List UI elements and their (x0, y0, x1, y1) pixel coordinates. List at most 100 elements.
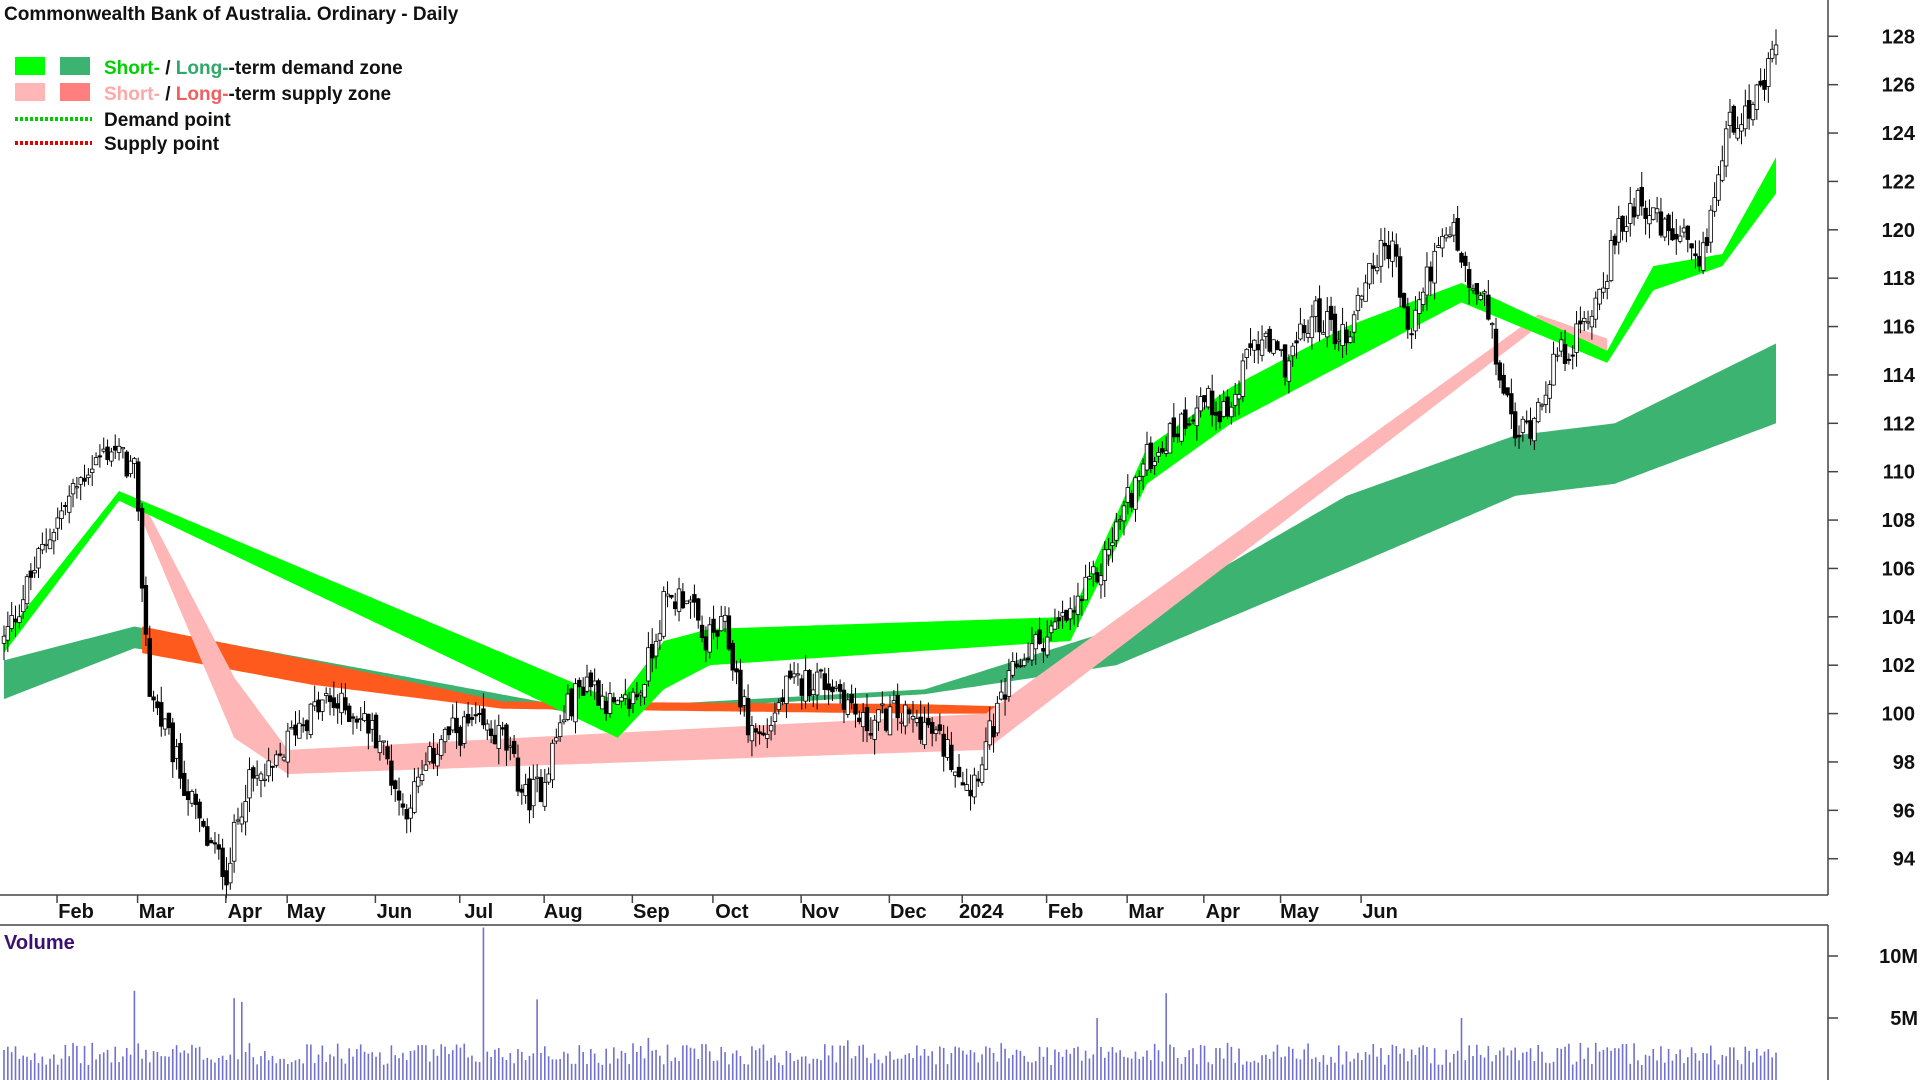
candle-body (316, 699, 321, 713)
candle-body (208, 840, 214, 844)
candle-body (358, 717, 363, 720)
candle-body (1045, 636, 1050, 656)
candle-body (1731, 105, 1737, 133)
candle-body (439, 739, 444, 756)
y-tick-label: 118 (1883, 268, 1915, 290)
candle-body (814, 671, 820, 696)
candle-body (1263, 332, 1269, 337)
candle-body (174, 746, 179, 759)
candle-body (1064, 609, 1069, 621)
candle-body (1006, 670, 1012, 697)
candle-body (243, 801, 248, 823)
candle-body (941, 733, 946, 757)
candle-body (323, 693, 329, 696)
candle-body (231, 821, 237, 862)
candle-body (1340, 324, 1345, 347)
candle-body (1025, 658, 1031, 661)
candle-body (1267, 328, 1272, 352)
candle-body (1041, 648, 1046, 652)
candle-body (458, 726, 463, 746)
candle-body (1355, 294, 1361, 312)
candle-body (500, 727, 505, 730)
candle-body (216, 844, 221, 850)
candle-body (887, 706, 893, 736)
candle-body (1190, 419, 1196, 422)
candle-body (97, 455, 103, 458)
candle-body (465, 713, 471, 724)
candle-body (1098, 575, 1104, 586)
x-tick-label: Sep (633, 901, 670, 923)
candle-body (1259, 339, 1265, 356)
candle-body (1198, 396, 1203, 412)
candle-body (968, 789, 973, 797)
candle-body (933, 729, 939, 734)
candle-body (1443, 234, 1449, 239)
candle-body (235, 819, 241, 822)
candle-body (1428, 266, 1434, 282)
candle-body (1723, 128, 1729, 167)
candle-body (1420, 291, 1426, 305)
candle-body (703, 636, 709, 651)
candle-body (734, 668, 739, 673)
candle-body (1505, 387, 1510, 396)
candle-body (182, 772, 187, 796)
legend-supply-zone: Short- / Long--term supply zone (104, 84, 391, 105)
candle-body (377, 740, 383, 754)
candle-body (1670, 228, 1675, 241)
candle-body (906, 709, 912, 715)
candle-body (293, 724, 298, 736)
candle-body (20, 599, 26, 613)
candle-body (1608, 240, 1614, 282)
candle-body (995, 702, 1000, 734)
candle-body (983, 741, 989, 770)
candle-body (753, 728, 758, 733)
candle-body (1509, 393, 1514, 415)
candle-body (538, 777, 544, 802)
candle-body (1762, 80, 1767, 90)
candle-body (67, 495, 72, 513)
candle-body (1232, 393, 1238, 406)
candle-body (1133, 477, 1138, 510)
candle-body (922, 721, 927, 746)
candle-body (320, 699, 325, 712)
candle-body (1455, 217, 1460, 251)
candle-body (331, 697, 337, 708)
candle-body (136, 461, 141, 512)
candle-body (772, 712, 778, 722)
candle-body (396, 790, 402, 801)
candle-body (1033, 634, 1038, 650)
candle-body (1424, 266, 1430, 296)
candle-body (945, 739, 950, 758)
candle-body (976, 778, 981, 782)
candle-body (749, 725, 755, 742)
candle-body (1140, 463, 1146, 477)
candle-body (1574, 323, 1579, 353)
candle-body (642, 684, 647, 698)
candle-body (1689, 243, 1694, 249)
candle-body (51, 532, 57, 542)
x-tick-label: Feb (58, 901, 94, 923)
candle-body (300, 724, 306, 727)
candle-body (1075, 595, 1081, 615)
candle-body (78, 477, 83, 485)
candle-body (1685, 225, 1690, 240)
candle-body (1463, 255, 1468, 266)
candle-body (370, 720, 375, 730)
candle-body (1160, 448, 1165, 453)
candle-body (281, 756, 287, 761)
candle-body (1466, 269, 1472, 288)
candle-body (1102, 549, 1107, 581)
y-tick-label: 104 (1882, 607, 1916, 629)
candle-body (953, 771, 958, 776)
candle-body (1240, 360, 1246, 397)
candle-body (807, 669, 812, 697)
candle-body (1708, 209, 1713, 243)
candle-body (584, 676, 590, 692)
candle-body (895, 694, 900, 719)
candle-body (17, 616, 22, 623)
candle-body (841, 689, 847, 710)
candle-body (738, 669, 743, 708)
candle-body (427, 746, 432, 763)
candles-layer (1, 29, 1779, 899)
candle-body (554, 737, 559, 742)
